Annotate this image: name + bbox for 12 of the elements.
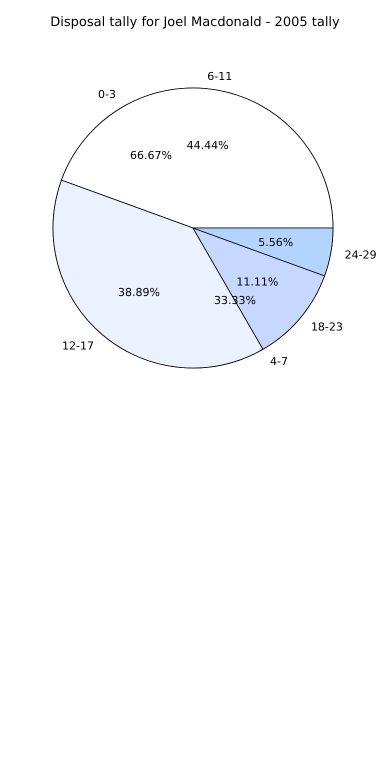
chart-title: Disposal tally for Joel Macdonald - 2005 tally (49, 14, 341, 32)
slice-label: 12-17 (62, 339, 94, 352)
data-label: 66.67% (130, 148, 172, 162)
slice-label: 0-3 (98, 88, 116, 102)
slice-label: 6-11 (207, 70, 232, 83)
slice-label: 24-29 (344, 248, 377, 262)
data-label: 5.56% (258, 236, 294, 250)
data-label: 38.89% (118, 286, 160, 299)
data-label: 44.44% (186, 138, 229, 152)
data-label: 11.11% (236, 276, 278, 289)
slice-label: 18-23 (310, 320, 343, 334)
slice-label: 4-7 (270, 354, 288, 368)
